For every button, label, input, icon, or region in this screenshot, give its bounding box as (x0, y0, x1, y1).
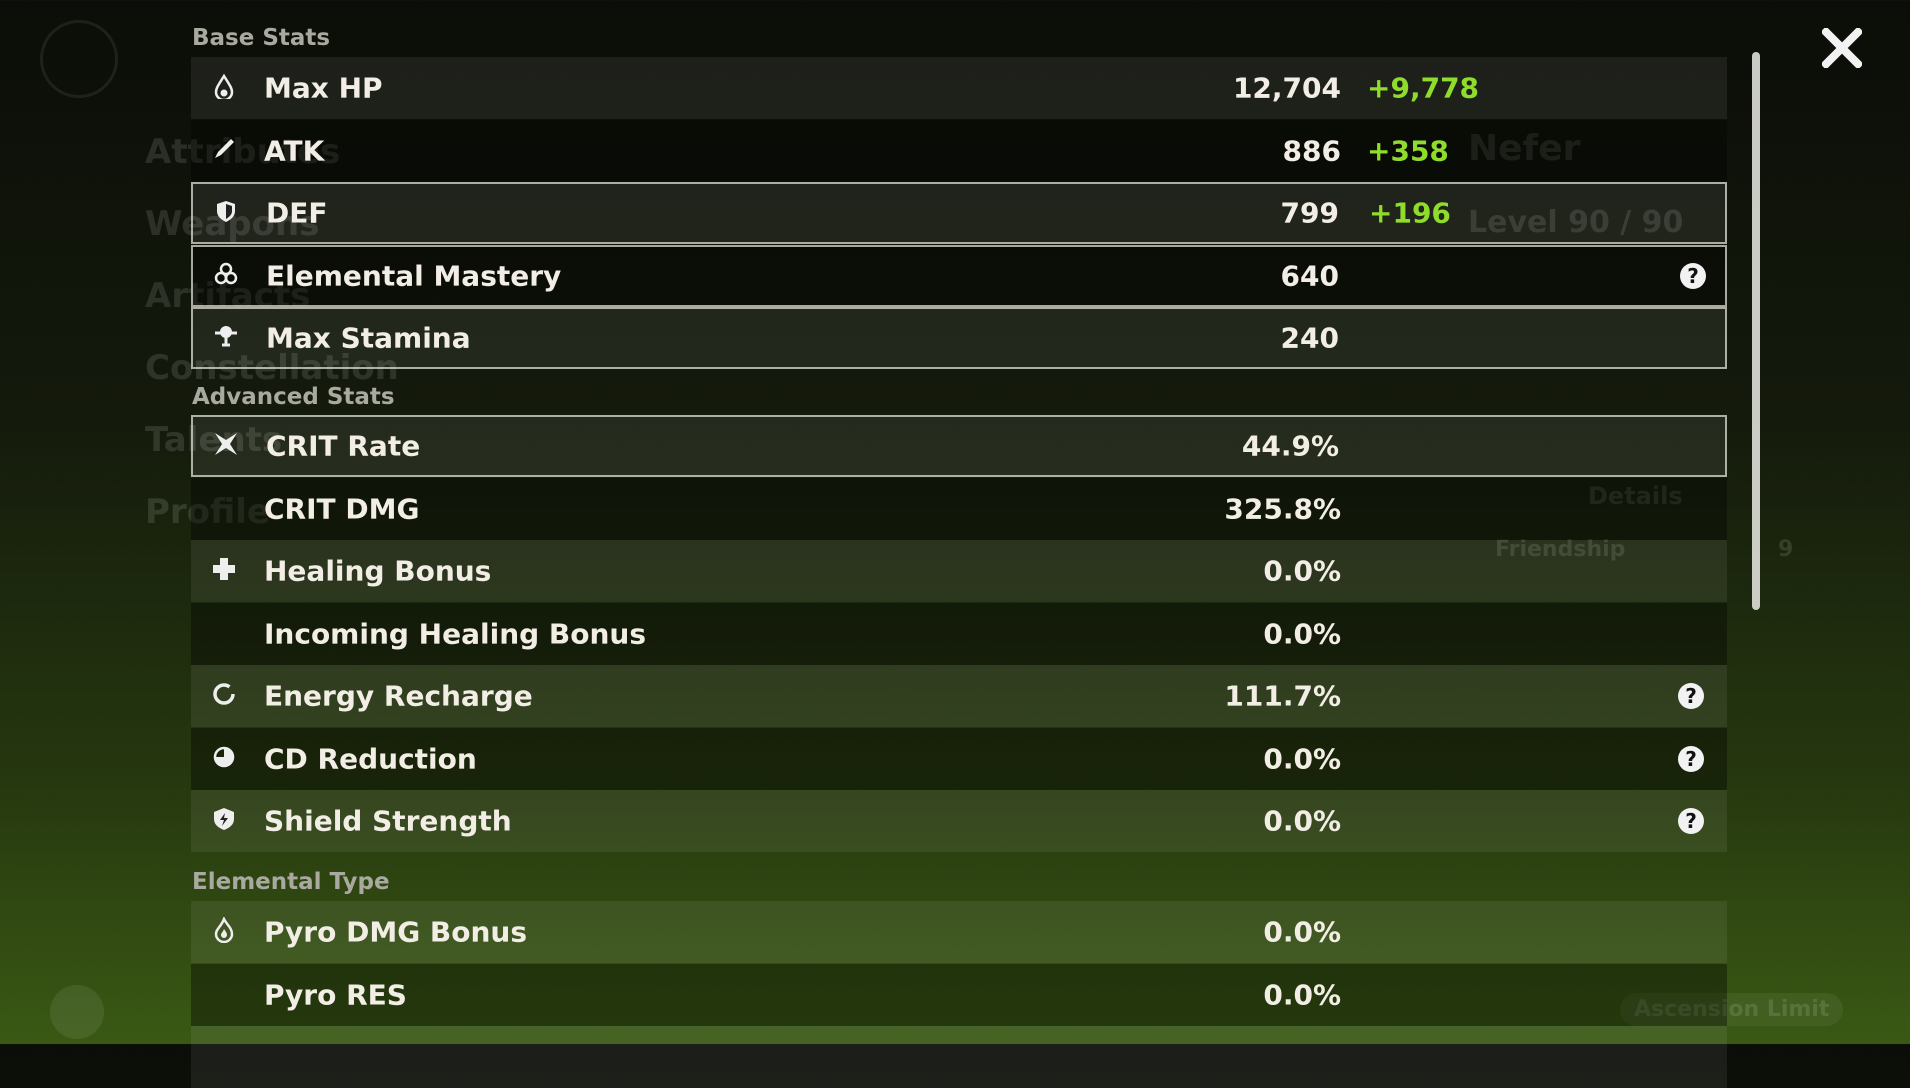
help-icon[interactable]: ? (1680, 262, 1706, 289)
stat-value: 0.0% (1263, 617, 1341, 650)
stat-row[interactable]: DEF 799 +196 (191, 182, 1727, 244)
stat-name: Healing Bonus (264, 554, 492, 588)
stat-name: CD Reduction (264, 742, 477, 775)
stat-row[interactable]: CD Reduction 0.0%? (191, 727, 1727, 790)
stat-name: CRIT Rate (266, 429, 421, 463)
help-icon[interactable]: ? (1678, 683, 1704, 709)
menu-item[interactable]: Talents (145, 420, 283, 460)
stat-icon (211, 73, 237, 103)
stat-row[interactable]: Pyro RES 0.0% (191, 963, 1727, 1026)
stat-value: 44.9% (1241, 429, 1339, 463)
close-icon (1822, 28, 1862, 68)
ascension-limit[interactable]: Ascension Limit (1620, 993, 1844, 1026)
stat-bonus: +9,778 (1367, 71, 1480, 105)
stat-name: Shield Strength (264, 804, 512, 838)
stat-value: 799 (1280, 196, 1339, 230)
stat-name: CRIT DMG (264, 492, 420, 525)
friendship: Friendship (1495, 537, 1626, 562)
stat-value: 886 (1282, 134, 1341, 167)
stat-bonus: +196 (1369, 196, 1451, 230)
stat-icon (211, 681, 237, 711)
stat-name: Energy Recharge (264, 679, 533, 713)
stat-value: 0.0% (1263, 978, 1341, 1011)
stat-value: 0.0% (1263, 742, 1341, 775)
stat-value: 640 (1280, 259, 1339, 292)
stat-icon (211, 915, 237, 947)
stat-row[interactable]: Healing Bonus 0.0% (191, 540, 1727, 602)
stat-icon (211, 744, 237, 774)
avatar-ring (40, 20, 118, 98)
stat-row[interactable]: CRIT DMG 325.8% (191, 477, 1727, 540)
stat-icon (211, 806, 237, 836)
stat-name: Pyro DMG Bonus (264, 915, 528, 949)
stat-row[interactable]: Pyro DMG Bonus 0.0% (191, 901, 1727, 963)
stat-value: 0.0% (1263, 915, 1341, 949)
stat-row[interactable]: Max HP 12,704 +9,778 (191, 57, 1727, 119)
stat-row-partial (191, 1026, 1727, 1088)
section-title: Elemental Type (192, 869, 390, 895)
stat-value: 12,704 (1232, 71, 1341, 105)
menu-item[interactable]: Profile (145, 492, 270, 532)
stat-row[interactable]: Elemental Mastery 640? (191, 244, 1727, 307)
stat-row[interactable]: Shield Strength 0.0%? (191, 790, 1727, 852)
stat-value: 0.0% (1263, 554, 1341, 588)
stat-icon (213, 431, 239, 461)
stat-row[interactable]: Max Stamina 240 (191, 307, 1727, 369)
stat-icon (211, 136, 237, 166)
stat-name: Max Stamina (266, 321, 471, 355)
stat-icon (213, 261, 239, 291)
section-title: Advanced Stats (192, 384, 395, 410)
stat-row[interactable]: Incoming Healing Bonus 0.0% (191, 602, 1727, 665)
stat-row[interactable]: CRIT Rate 44.9% (191, 415, 1727, 477)
stat-name: Incoming Healing Bonus (264, 617, 647, 650)
stat-name: Max HP (264, 71, 383, 105)
menu-button[interactable] (50, 985, 104, 1039)
section-title: Base Stats (192, 25, 331, 51)
stat-value: 325.8% (1224, 492, 1341, 525)
friendship-level: 9 (1778, 537, 1794, 562)
stat-name: Elemental Mastery (266, 259, 562, 292)
close-button[interactable] (1822, 28, 1862, 68)
help-icon[interactable]: ? (1678, 808, 1704, 834)
stat-bonus: +358 (1367, 134, 1449, 167)
stat-name: Pyro RES (264, 978, 407, 1011)
stat-name: ATK (264, 134, 325, 167)
menu-item[interactable]: Attributes (145, 132, 341, 172)
page: Nefer Level 90 / 90 Details Friendship 9… (0, 0, 1910, 1044)
stat-name: DEF (266, 196, 328, 230)
stat-icon (211, 556, 237, 586)
stat-icon (213, 323, 239, 353)
stat-row[interactable]: ATK 886 +358 (191, 119, 1727, 182)
stat-row[interactable]: Energy Recharge 111.7%? (191, 665, 1727, 727)
stat-value: 111.7% (1224, 679, 1341, 713)
character-level: Level 90 / 90 (1468, 205, 1684, 240)
help-icon[interactable]: ? (1678, 745, 1704, 772)
stat-value: 0.0% (1263, 804, 1341, 838)
details-button[interactable]: Details (1588, 482, 1683, 510)
scrollbar-thumb[interactable] (1752, 52, 1760, 610)
stat-icon (213, 198, 239, 228)
stat-value: 240 (1280, 321, 1339, 355)
character-name: Nefer (1468, 128, 1581, 169)
